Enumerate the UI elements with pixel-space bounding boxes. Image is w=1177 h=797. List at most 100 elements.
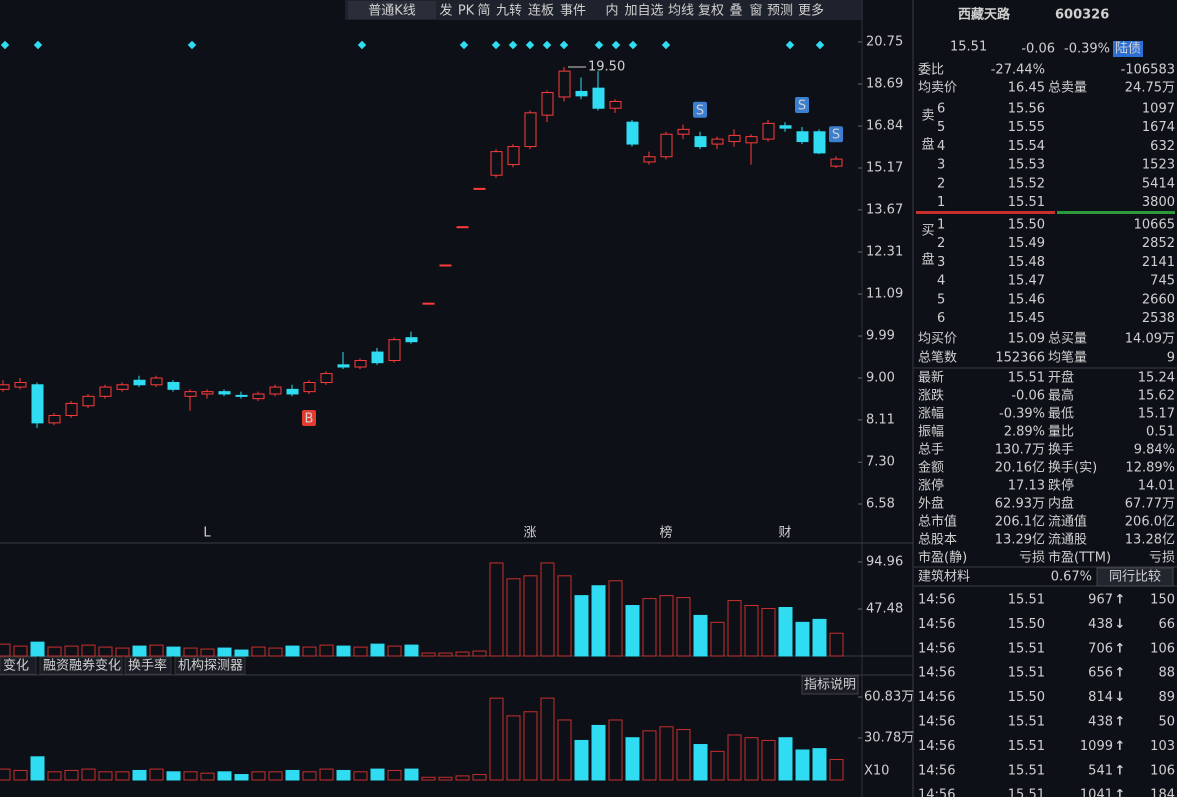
- mode-label[interactable]: 普通K线: [368, 4, 416, 19]
- book-price: 15.53: [1008, 158, 1045, 173]
- sector-pct: 0.67%: [1051, 570, 1092, 585]
- candle-body: [167, 382, 180, 390]
- stat: 130.7万: [995, 443, 1045, 458]
- candle-body: [643, 156, 656, 163]
- tab[interactable]: [0, 656, 37, 675]
- y-tick-label: 9.00: [866, 371, 895, 386]
- signal-badge: [302, 409, 316, 426]
- volume-bar: [47, 646, 62, 657]
- volume-bar: [370, 643, 385, 657]
- volume-bar: [761, 607, 776, 657]
- candle-body: [116, 384, 129, 390]
- toolbar-button[interactable]: 加自选: [624, 4, 663, 19]
- candle-body: [320, 373, 333, 384]
- stock-name: 西藏天路: [958, 7, 1011, 23]
- candle-body: [48, 414, 61, 424]
- tick-volume: 656: [1088, 666, 1113, 681]
- tick-time: 14:56: [918, 666, 955, 681]
- book-level: 4: [937, 274, 945, 289]
- stock-code: 600326: [1055, 8, 1109, 23]
- price: 15.51: [950, 40, 987, 55]
- tab[interactable]: [39, 656, 123, 675]
- stat: 市盈(静): [918, 550, 967, 566]
- stat: 15.17: [1138, 407, 1175, 422]
- volume-bar: [693, 614, 708, 657]
- indicator-bar: [64, 769, 79, 781]
- ratio-pct: -27.44%: [991, 63, 1045, 78]
- tick-count: 106: [1150, 641, 1175, 656]
- toolbar-button[interactable]: 发: [439, 3, 452, 19]
- toolbar-button[interactable]: 九转: [496, 4, 522, 19]
- indicator-bar: [625, 737, 640, 781]
- candle-body: [0, 384, 10, 390]
- tab[interactable]: [174, 656, 246, 675]
- y-tick-label: 6.58: [866, 497, 895, 512]
- volume-bar: [727, 600, 742, 657]
- tab-label[interactable]: 换手率: [128, 658, 167, 674]
- ratio-label: 委比: [918, 63, 944, 78]
- tick-count: 89: [1158, 690, 1175, 705]
- mode-select[interactable]: [348, 1, 436, 19]
- toolbar-button[interactable]: 叠: [729, 4, 742, 19]
- tick-price: 15.51: [1008, 593, 1045, 608]
- toolbar-button[interactable]: PK: [458, 4, 475, 19]
- volume-bar: [387, 645, 402, 657]
- tick-count: 184: [1150, 788, 1175, 797]
- toolbar-button[interactable]: 均线: [668, 4, 694, 19]
- volume-bar: [591, 585, 606, 657]
- compare-label[interactable]: 同行比较: [1109, 570, 1161, 585]
- tab-label[interactable]: 融资融券变化: [43, 658, 121, 674]
- tag-bg: [1113, 41, 1143, 57]
- tick-time: 14:56: [918, 593, 955, 608]
- volume-bar: [234, 649, 249, 657]
- indicator-bar: [693, 744, 708, 781]
- candle-body: [490, 151, 503, 176]
- candle-body: [830, 158, 843, 167]
- toolbar-button[interactable]: 连板: [528, 3, 554, 19]
- toolbar-button[interactable]: 窗: [749, 3, 762, 19]
- stat: 亏损: [1149, 551, 1175, 566]
- note-label[interactable]: 指标说明: [804, 678, 856, 693]
- stat: 最低: [1048, 407, 1074, 422]
- candle-body: [660, 133, 673, 158]
- toolbar-button[interactable]: 更多: [798, 3, 824, 19]
- volume-bar: [285, 645, 300, 657]
- candle-body: [779, 125, 792, 129]
- book-volume: 1097: [1142, 102, 1175, 117]
- tab-label[interactable]: 变化: [3, 658, 29, 674]
- toolbar-button[interactable]: 简: [477, 3, 490, 19]
- indicator-bar: [404, 768, 419, 781]
- tab[interactable]: [124, 656, 172, 675]
- compare-button[interactable]: [1096, 567, 1174, 587]
- stat: 涨停: [918, 478, 944, 494]
- volume-bar: [149, 644, 164, 657]
- indicator-bar: [676, 729, 691, 781]
- volume-bar: [829, 632, 844, 657]
- note-button[interactable]: [801, 675, 859, 695]
- toolbar-button[interactable]: 复权: [698, 3, 724, 19]
- indicator-bar: [132, 769, 147, 781]
- avg-sell: 24.75万: [1125, 81, 1175, 96]
- book-volume: 2141: [1142, 255, 1175, 270]
- volume-bar: [200, 648, 215, 657]
- volume-bar: [506, 578, 521, 657]
- candle-body: [626, 121, 639, 145]
- volume-bar: [251, 646, 266, 657]
- toolbar-button[interactable]: 事件: [560, 4, 586, 19]
- toolbar-button[interactable]: 预测: [767, 4, 793, 19]
- book-level: 3: [937, 255, 945, 270]
- tag: 陆债: [1115, 41, 1141, 57]
- stat: 量比: [1048, 425, 1074, 440]
- volume-bar: [64, 645, 79, 657]
- book-level: 1: [937, 218, 945, 233]
- stat: 换手(实): [1048, 461, 1097, 476]
- book-price: 15.56: [1008, 102, 1045, 117]
- toolbar-button[interactable]: 内: [605, 3, 618, 19]
- tab-label[interactable]: 机构探测器: [178, 659, 243, 674]
- book-level: 5: [937, 292, 945, 307]
- volume-bar: [353, 646, 368, 657]
- tick-time: 14:56: [918, 763, 955, 778]
- indicator-bar: [540, 697, 555, 781]
